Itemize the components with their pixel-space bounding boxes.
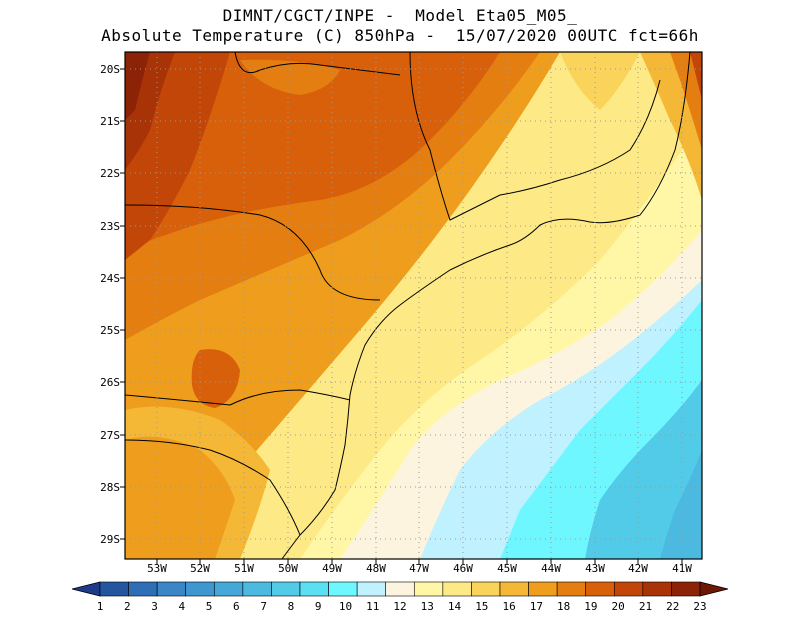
lat-label: 26S [100,376,120,389]
colorbar-label: 22 [666,600,680,613]
colorbar-swatch [185,581,215,597]
colorbar-swatch [99,581,129,597]
lon-label: 53W [147,562,167,575]
lon-label: 51W [234,562,254,575]
colorbar-label: 10 [338,600,353,613]
colorbar-swatch [299,581,329,597]
tick-marks [120,68,683,564]
lon-label: 43W [585,562,605,575]
colorbar-swatch [271,581,301,597]
colorbar-swatch [213,581,244,597]
lon-label: 46W [453,562,473,575]
colorbar-swatch [356,581,387,597]
colorbar-swatch [585,581,615,597]
colorbar-swatch [413,581,444,597]
colorbar-label: 12 [393,600,407,613]
lon-label: 50W [278,562,298,575]
colorbar-label: 16 [502,600,516,613]
colorbar-swatch [471,581,501,597]
lat-label: 29S [100,533,120,546]
colorbar-label: 1 [96,600,104,613]
lat-label: 25S [100,324,120,337]
colorbar-label: 18 [557,600,571,613]
colorbar-swatch [442,581,472,597]
colorbar-label: 15 [475,600,489,613]
colorbar-label: 14 [447,600,462,613]
colorbar-label: 4 [178,600,186,613]
plot-frame [124,51,703,560]
temperature-field [125,52,702,559]
lat-label: 21S [100,115,120,128]
colorbar-swatch [613,581,644,597]
colorbar-label: 6 [233,600,240,613]
colorbar-label: 8 [287,600,295,613]
colorbar-label: 7 [260,600,267,613]
colorbar-swatch [385,581,415,597]
lon-label: 49W [322,562,342,575]
colorbar-swatch [671,581,701,597]
colorbar-label: 17 [529,600,543,613]
colorbar-arrow-right [699,581,729,597]
colorbar-arrow-left [71,581,101,597]
lon-label: 52W [190,562,210,575]
colorbar [71,581,729,597]
lon-label: 42W [628,562,648,575]
lat-label: 24S [100,272,120,285]
colorbar-label: 9 [314,600,322,613]
lon-label: 41W [672,562,692,575]
colorbar-swatch [499,581,529,597]
colorbar-swatch [556,581,587,597]
map-title-line2: Absolute Temperature (C) 850hPa - 15/07/… [101,26,699,45]
colorbar-label: 3 [151,600,158,613]
lon-label: 44W [541,562,561,575]
colorbar-label: 2 [123,600,131,613]
colorbar-swatch [328,581,358,597]
colorbar-swatch [242,581,272,597]
colorbar-label: 21 [638,600,653,613]
lon-label: 45W [497,562,517,575]
lat-label: 27S [100,429,120,442]
lat-label: 22S [100,167,120,180]
map-title-line1: DIMNT/CGCT/INPE - Model Eta05_M05_ [222,6,578,25]
lon-label: 47W [409,562,429,575]
colorbar-swatch [128,581,158,597]
lat-label: 23S [100,220,120,233]
lat-label: 20S [100,63,120,76]
colorbar-label: 23 [693,600,707,613]
lon-label: 48W [366,562,386,575]
colorbar-label: 19 [584,600,598,613]
colorbar-label: 13 [420,600,434,613]
colorbar-label: 5 [205,600,213,613]
colorbar-swatch [528,581,558,597]
lat-label: 28S [100,481,120,494]
colorbar-label: 20 [611,600,625,613]
colorbar-label: 11 [366,600,380,613]
colorbar-swatch [156,581,187,597]
colorbar-swatch [642,581,672,597]
graticule [125,52,702,559]
